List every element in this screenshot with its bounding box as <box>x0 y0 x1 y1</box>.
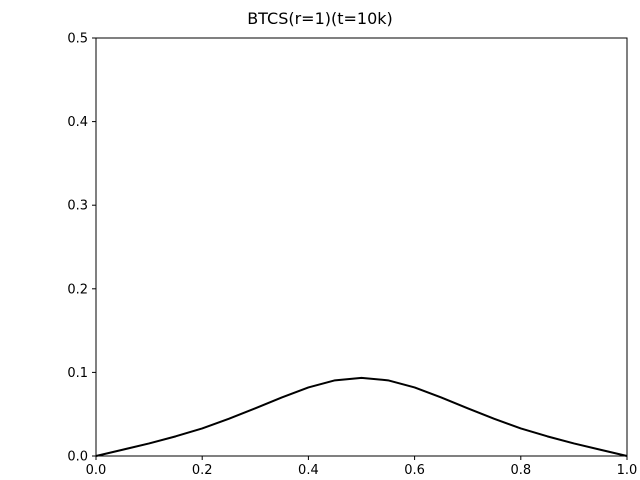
x-tick-label: 0.2 <box>192 463 213 478</box>
y-tick-label: 0.2 <box>67 282 88 297</box>
series-layer <box>95 376 628 457</box>
y-tick-label: 0.1 <box>67 366 88 381</box>
y-tick-label: 0.4 <box>67 115 88 130</box>
plot-area-frame <box>95 37 628 457</box>
x-tick-label: 1.0 <box>617 463 638 478</box>
series-line <box>95 376 628 457</box>
x-tick-label: 0.0 <box>86 463 107 478</box>
chart-title: BTCS(r=1)(t=10k) <box>247 9 393 28</box>
x-tick-label: 0.4 <box>298 463 319 478</box>
x-tick-label: 0.6 <box>404 463 425 478</box>
x-tick-label: 0.8 <box>510 463 531 478</box>
y-tick-label: 0.5 <box>67 32 88 47</box>
y-tick-label: 0.0 <box>67 450 88 465</box>
y-tick-label: 0.3 <box>67 199 88 214</box>
ticks-layer: 0.0 0.2 0.4 0.6 0.8 1.0 0.0 0.1 0.2 0.3 0.4 0.5 <box>67 32 637 479</box>
